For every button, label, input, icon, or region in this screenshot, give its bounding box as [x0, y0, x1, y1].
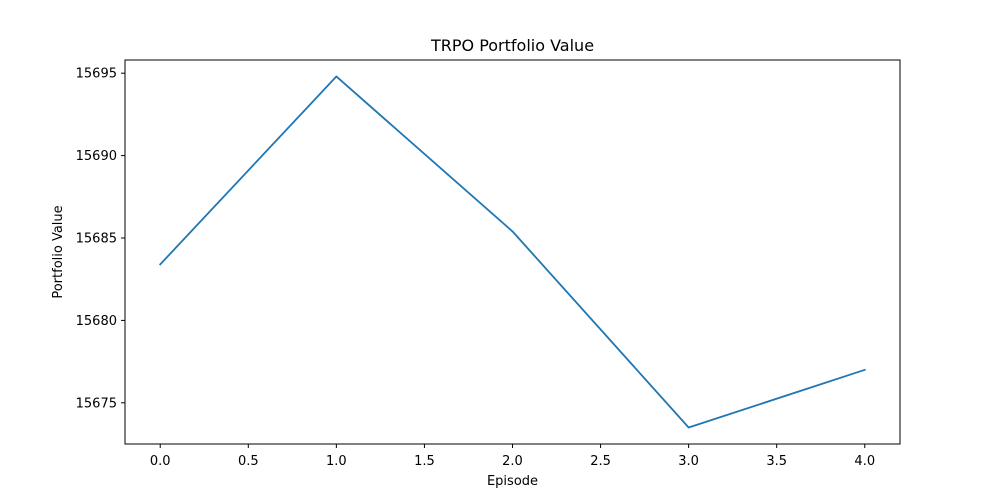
x-tick-label: 0.5 [238, 454, 259, 469]
x-tick-label: 2.0 [502, 454, 523, 469]
x-axis-ticks: 0.0 0.5 1.0 1.5 2.0 2.5 3.0 3.5 4.0 [150, 444, 875, 469]
x-tick-label: 0.0 [150, 454, 171, 469]
y-tick-label: 15680 [76, 314, 117, 329]
x-axis-label: Episode [487, 474, 538, 489]
x-tick-label: 2.5 [590, 454, 611, 469]
plot-area [158, 75, 866, 429]
x-tick-label: 3.0 [678, 454, 699, 469]
x-tick-label: 3.5 [766, 454, 787, 469]
y-tick-label: 15675 [76, 396, 117, 411]
x-tick-label: 1.0 [326, 454, 347, 469]
y-tick-label: 15695 [76, 67, 117, 82]
x-tick-label: 4.0 [854, 454, 875, 469]
y-tick-label: 15685 [76, 231, 117, 246]
series-line [158, 75, 866, 429]
y-axis-label: Portfolio Value [51, 205, 66, 298]
chart-title: TRPO Portfolio Value [430, 36, 594, 55]
y-tick-label: 15690 [76, 149, 117, 164]
x-tick-label: 1.5 [414, 454, 435, 469]
y-axis-ticks: 15675 15680 15685 15690 15695 [76, 67, 125, 411]
